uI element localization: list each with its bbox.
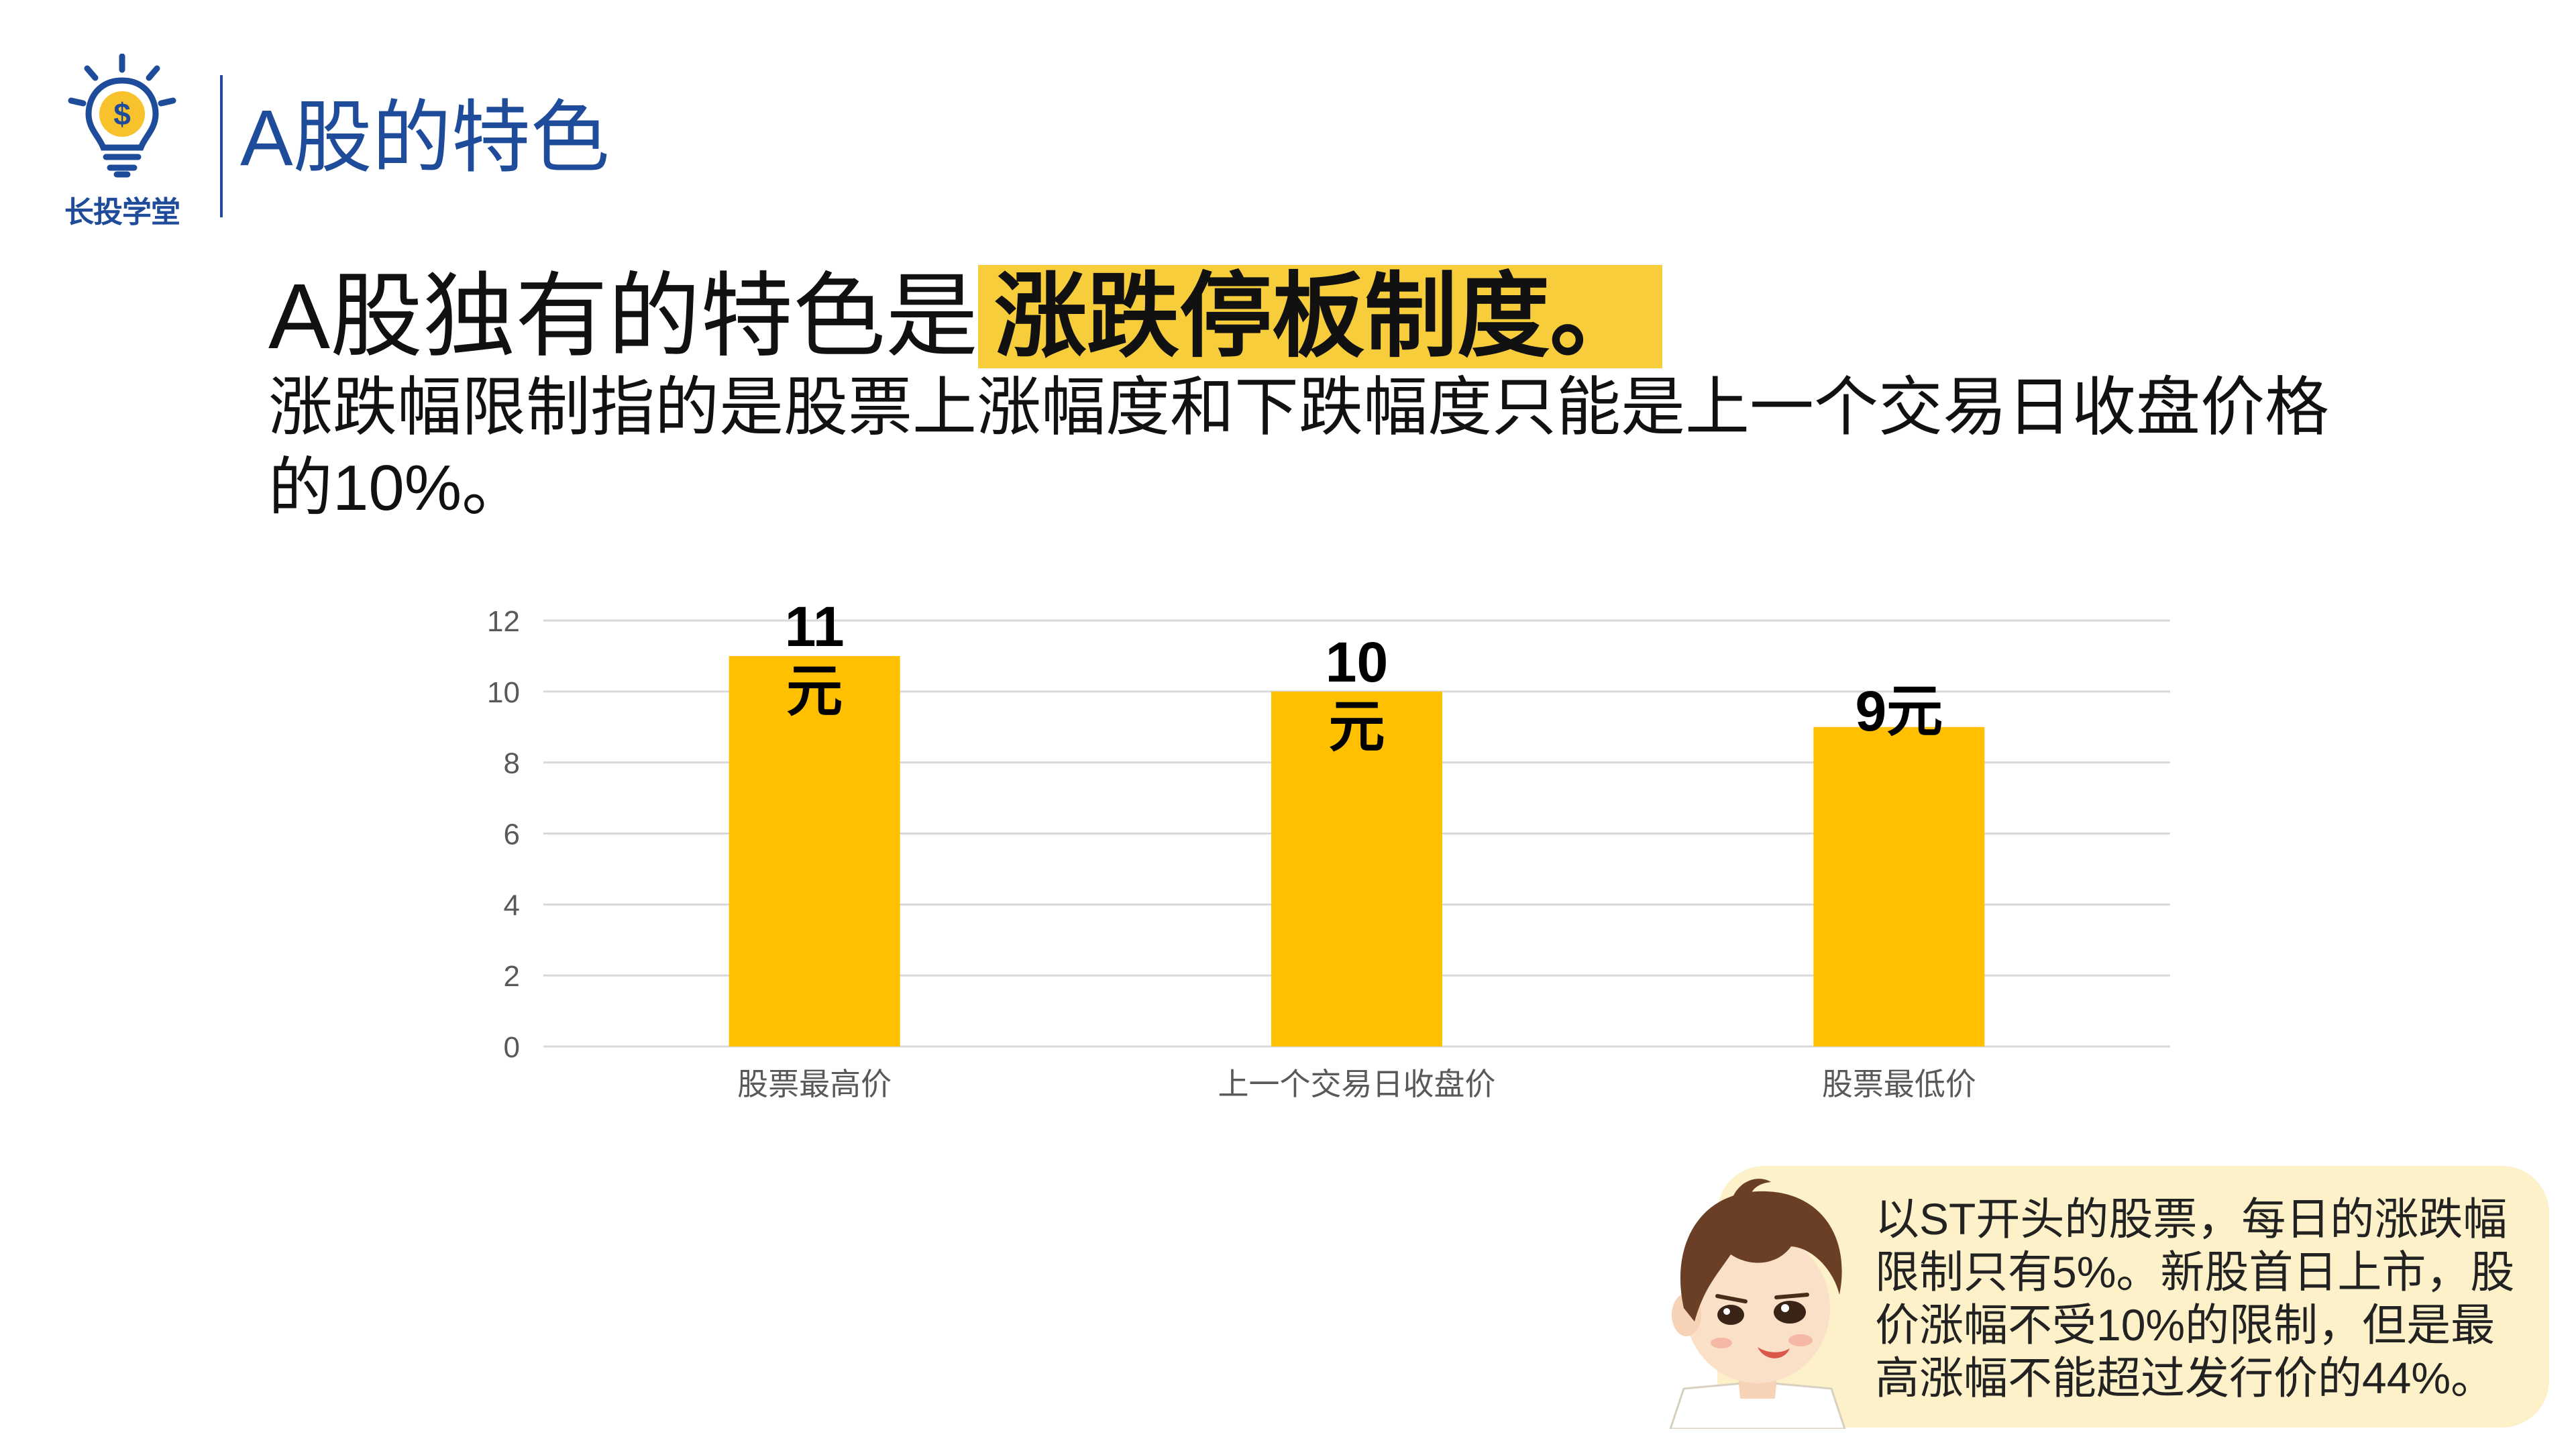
- data-label: 10: [1326, 631, 1388, 694]
- data-label: 11: [785, 595, 845, 658]
- bar: [729, 655, 900, 1046]
- headline-prefix: A股独有的特色是: [268, 265, 979, 368]
- lightbulb-icon: $: [68, 54, 176, 178]
- y-tick-label: 0: [504, 1031, 520, 1064]
- x-category-label: 上一个交易日收盘价: [1218, 1067, 1496, 1102]
- bar-chart: 0 2 4 6 8 10 12 11 元股票最高价 10 元上一个交易日收盘价 9元 股票最低价: [429, 577, 2241, 1130]
- page-title: A股的特色: [240, 94, 610, 182]
- bar: [1271, 691, 1442, 1046]
- y-tick-label: 6: [504, 818, 520, 851]
- y-tick-label: 10: [487, 676, 520, 709]
- avatar: [1657, 1167, 1878, 1432]
- svg-text:$: $: [113, 97, 131, 131]
- brand-logo: $ 长投学堂: [48, 54, 196, 229]
- cartoon-boy-avatar: [1668, 1179, 1847, 1430]
- data-label: 元: [786, 659, 843, 722]
- description: 涨跌幅限制指的是股票上涨幅度和下跌幅度只能是上一个交易日收盘价格的10%。: [268, 372, 2329, 524]
- headline: A股独有的特色是 涨跌停板制度。: [268, 262, 1663, 373]
- y-tick-label: 2: [504, 960, 520, 993]
- note-text: 以ST开头的股票，每日的涨跌幅限制只有5%。新股首日上市，股价涨幅不受10%的限…: [1875, 1194, 2515, 1403]
- x-category-label: 股票最低价: [1822, 1067, 1976, 1102]
- y-tick-label: 12: [487, 605, 520, 638]
- headline-highlight: 涨跌停板制度。: [978, 265, 1663, 368]
- note-box: [1717, 1166, 2549, 1428]
- y-tick-label: 8: [504, 747, 520, 780]
- brand-name: 长投学堂: [64, 196, 180, 229]
- data-label: 9元: [1855, 680, 1943, 743]
- x-category-label: 股票最高价: [737, 1067, 892, 1102]
- header-divider: [220, 75, 223, 217]
- bar: [1813, 727, 1985, 1046]
- data-label: 元: [1328, 695, 1385, 758]
- y-tick-label: 4: [504, 889, 520, 922]
